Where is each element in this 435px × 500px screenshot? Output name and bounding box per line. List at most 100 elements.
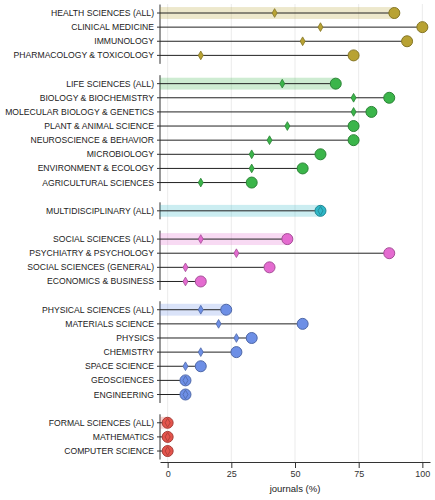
x-tick: 0	[166, 462, 171, 479]
diamond-marker	[280, 79, 285, 88]
circle-marker	[282, 234, 293, 245]
category-label: MICROBIOLOGY	[87, 149, 155, 159]
circle-marker	[162, 417, 173, 428]
diamond-marker	[267, 136, 272, 145]
category-tick	[157, 27, 160, 28]
diamond-marker	[285, 122, 290, 131]
diamond-marker	[165, 447, 170, 456]
x-tick-mark	[295, 462, 296, 468]
diamond-marker	[198, 305, 203, 314]
category-label: HEALTH SCIENCES (ALL)	[51, 8, 154, 18]
highlight-band	[160, 304, 226, 316]
diamond-marker	[198, 348, 203, 357]
diamond-marker	[183, 362, 188, 371]
category-tick	[157, 55, 160, 56]
stem	[160, 168, 303, 169]
stem	[160, 182, 252, 183]
stem	[160, 323, 303, 324]
x-tick: 25	[227, 462, 237, 479]
circle-marker	[384, 92, 395, 103]
category-label: AGRICULTURAL SCIENCES	[42, 178, 154, 188]
circle-marker	[417, 22, 428, 33]
stem	[160, 154, 320, 155]
category-labels: HEALTH SCIENCES (ALL)CLINICAL MEDICINEIM…	[5, 8, 154, 456]
circle-marker	[348, 50, 359, 61]
circle-marker	[264, 262, 275, 273]
x-tick-label: 50	[290, 469, 300, 479]
diamond-marker	[165, 418, 170, 427]
category-tick	[157, 210, 160, 211]
grid-line	[167, 4, 168, 462]
stem	[160, 267, 270, 268]
category-tick	[157, 422, 160, 423]
stem	[160, 55, 354, 56]
diamond-marker	[272, 9, 277, 18]
category-label: BIOLOGY & BIOCHEMISTRY	[40, 93, 155, 103]
diamond-marker	[234, 249, 239, 258]
group-axis	[160, 75, 161, 191]
diamond-marker	[198, 178, 203, 187]
circle-marker	[246, 332, 257, 343]
category-tick	[157, 366, 160, 367]
category-tick	[157, 451, 160, 452]
category-tick	[157, 182, 160, 183]
marks	[160, 7, 428, 456]
diamond-marker	[183, 277, 188, 286]
category-label: ENVIRONMENT & ECOLOGY	[38, 163, 155, 173]
x-tick-label: 100	[415, 469, 430, 479]
category-label: IMMUNOLOGY	[94, 36, 154, 46]
stem	[160, 309, 226, 310]
x-tick-mark	[422, 462, 423, 468]
circle-marker	[297, 318, 308, 329]
category-tick	[157, 309, 160, 310]
diamond-marker	[249, 150, 254, 159]
category-tick	[157, 41, 160, 42]
highlight-band	[160, 205, 320, 217]
category-label: PLANT & ANIMAL SCIENCE	[44, 121, 154, 131]
circle-marker	[297, 163, 308, 174]
diamond-marker	[234, 334, 239, 343]
category-tick	[157, 140, 160, 141]
category-label: MULTIDISCIPLINARY (ALL)	[46, 206, 154, 216]
category-label: SOCIAL SCIENCES (ALL)	[53, 234, 154, 244]
stem	[160, 27, 422, 28]
diamond-marker	[318, 206, 323, 215]
category-label: GEOSCIENCES	[91, 375, 154, 385]
category-tick	[157, 83, 160, 84]
stem	[160, 239, 287, 240]
x-tick: 100	[415, 462, 430, 479]
category-label: ENGINEERING	[94, 390, 154, 400]
stem	[160, 126, 354, 127]
circle-marker	[315, 149, 326, 160]
category-tick	[157, 323, 160, 324]
circle-marker	[348, 121, 359, 132]
category-label: PHYSICS	[116, 333, 154, 343]
grid-line	[295, 4, 296, 462]
diamond-marker	[198, 51, 203, 60]
circle-marker	[231, 347, 242, 358]
category-tick	[157, 168, 160, 169]
category-label: ECONOMICS & BUSINESS	[47, 276, 154, 286]
stem	[160, 140, 354, 141]
category-label: PHYSICAL SCIENCES (ALL)	[42, 305, 154, 315]
stem	[160, 281, 201, 282]
x-tick: 75	[354, 462, 364, 479]
circle-marker	[180, 389, 191, 400]
x-tick: 50	[290, 462, 300, 479]
circle-marker	[162, 446, 173, 457]
x-tick-label: 0	[166, 469, 171, 479]
category-tick	[157, 111, 160, 112]
category-label: NEUROSCIENCE & BEHAVIOR	[30, 135, 154, 145]
category-label: PSYCHIATRY & PSYCHOLOGY	[29, 248, 154, 258]
diamond-marker	[300, 37, 305, 46]
category-label: LIFE SCIENCES (ALL)	[66, 79, 154, 89]
diamond-marker	[351, 108, 356, 117]
x-tick-mark	[231, 462, 232, 468]
category-label: SPACE SCIENCE	[85, 361, 154, 371]
circle-marker	[384, 248, 395, 259]
circle-marker	[348, 135, 359, 146]
x-tick-mark	[359, 462, 360, 468]
category-label: MOLECULAR BIOLOGY & GENETICS	[5, 107, 154, 117]
stem	[160, 253, 389, 254]
highlight-band	[160, 7, 394, 19]
